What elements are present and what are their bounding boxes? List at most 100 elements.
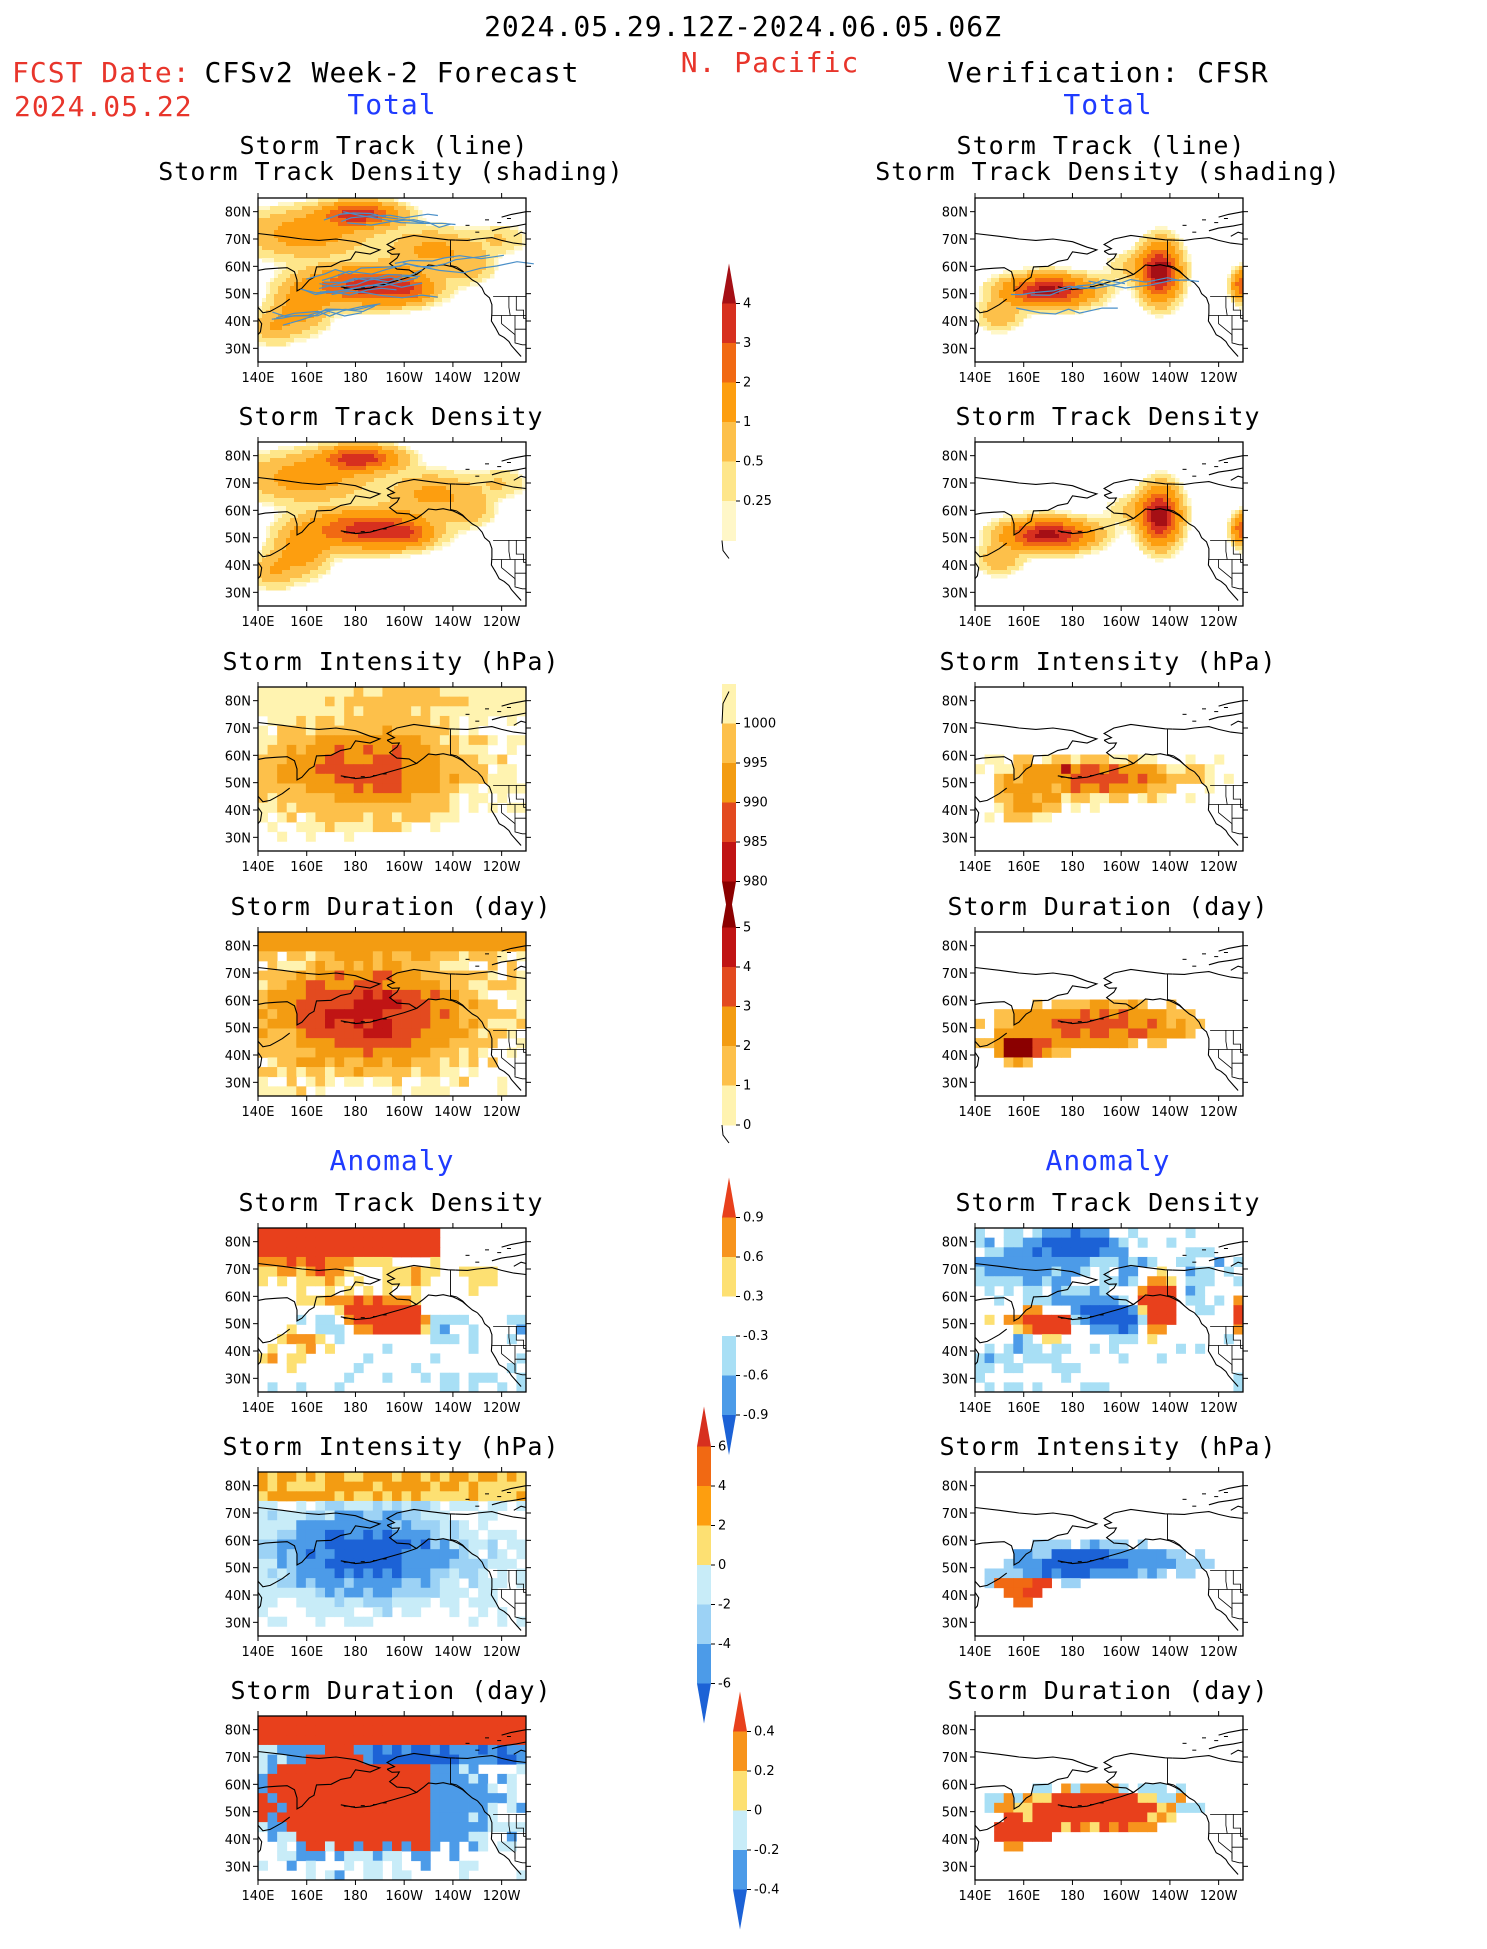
colorbar-label: 4: [743, 960, 751, 975]
lon-tick-label: 160W: [1102, 371, 1140, 386]
lat-tick-label: 70N: [942, 967, 968, 982]
lat-tick-label: 40N: [225, 559, 251, 574]
lon-tick-label: 140E: [958, 860, 991, 875]
lon-tick-label: 180: [1060, 371, 1085, 386]
shading-layer: [985, 1784, 1206, 1852]
lat-tick-label: 40N: [225, 804, 251, 819]
lat-tick-label: 70N: [225, 967, 251, 982]
lon-tick-label: 180: [1060, 1105, 1085, 1120]
lon-tick-label: 120W: [483, 1645, 521, 1660]
lon-tick-label: 120W: [483, 1889, 521, 1904]
lat-tick-label: 40N: [942, 315, 968, 330]
colorbar-label: 2: [718, 1519, 726, 1534]
colorbar-label: 6: [718, 1440, 726, 1455]
lat-tick-label: 80N: [942, 940, 968, 955]
lat-tick-label: 50N: [225, 1022, 251, 1037]
lon-tick-label: 140E: [241, 1889, 274, 1904]
lon-tick-label: 140W: [1151, 1889, 1189, 1904]
lon-tick-label: 160W: [385, 615, 423, 630]
colorbar-swatch: [733, 1850, 747, 1890]
title-anom-duration-right: Storm Duration (day): [947, 1676, 1268, 1705]
colorbar-label: 0.9: [743, 1211, 764, 1226]
colorbar-label: 4: [718, 1479, 726, 1494]
lat-tick-label: 70N: [225, 477, 251, 492]
lon-tick-label: 180: [343, 371, 368, 386]
lon-tick-label: 140E: [958, 615, 991, 630]
lat-tick-label: 80N: [225, 450, 251, 465]
lon-tick-label: 160E: [290, 1889, 323, 1904]
title-track-shading-left: Storm Track Density (shading): [158, 157, 624, 186]
colorbar-label: -0.3: [743, 1329, 768, 1344]
lon-tick-label: 120W: [483, 1401, 521, 1416]
lat-tick-label: 30N: [942, 1076, 968, 1091]
lon-tick-label: 140E: [241, 1105, 274, 1120]
lat-tick-label: 80N: [942, 1724, 968, 1739]
title-anom-intensity-right: Storm Intensity (hPa): [939, 1432, 1276, 1461]
lon-tick-label: 180: [343, 1105, 368, 1120]
lon-tick-label: 120W: [1200, 615, 1238, 630]
lon-tick-label: 140W: [1151, 371, 1189, 386]
colorbar-label: -6: [718, 1677, 731, 1692]
lat-tick-label: 70N: [225, 1507, 251, 1522]
lon-tick-label: 160E: [1007, 1401, 1040, 1416]
lat-tick-label: 60N: [225, 504, 251, 519]
lon-tick-label: 140W: [434, 1889, 472, 1904]
lon-tick-label: 160W: [385, 1889, 423, 1904]
lon-tick-label: 120W: [483, 615, 521, 630]
shading-layer: [258, 1716, 526, 1880]
lon-tick-label: 160E: [290, 615, 323, 630]
lat-tick-label: 80N: [942, 695, 968, 710]
lat-tick-label: 30N: [225, 1372, 251, 1387]
lon-tick-label: 120W: [483, 860, 521, 875]
lon-tick-label: 140W: [1151, 615, 1189, 630]
lat-tick-label: 60N: [225, 1290, 251, 1305]
lat-tick-label: 40N: [942, 1345, 968, 1360]
lat-tick-label: 70N: [942, 1751, 968, 1766]
lat-tick-label: 50N: [225, 1806, 251, 1821]
anomaly-label-left: Anomaly: [329, 1144, 454, 1177]
lat-tick-label: 80N: [942, 1480, 968, 1495]
lat-tick-label: 60N: [225, 260, 251, 275]
lon-tick-label: 160W: [385, 1105, 423, 1120]
colorbar-swatch: [722, 304, 736, 344]
colorbar-swatch: [697, 1605, 711, 1645]
shading-layer: [975, 1000, 1205, 1068]
colorbar-label: 2: [743, 1039, 751, 1054]
lat-tick-label: 30N: [225, 1860, 251, 1875]
lon-tick-label: 160W: [1102, 1401, 1140, 1416]
colorbar-swatch: [722, 967, 736, 1007]
lat-tick-label: 70N: [942, 1507, 968, 1522]
colorbar-label: 0.4: [754, 1725, 775, 1740]
lat-tick-label: 30N: [942, 342, 968, 357]
lat-tick-label: 30N: [225, 1616, 251, 1631]
colorbar-swatch: [722, 1086, 736, 1126]
colorbar-label: 0.3: [743, 1290, 764, 1305]
shading-layer: [975, 755, 1234, 823]
colorbar-swatch: [722, 1257, 736, 1297]
lon-tick-label: 160W: [1102, 1645, 1140, 1660]
lat-tick-label: 50N: [942, 1806, 968, 1821]
colorbar-swatch: [733, 1811, 747, 1851]
colorbar-swatch: [722, 684, 736, 724]
title-anom-intensity-left: Storm Intensity (hPa): [222, 1432, 559, 1461]
lon-tick-label: 140W: [1151, 1105, 1189, 1120]
lon-tick-label: 180: [343, 860, 368, 875]
lat-tick-label: 30N: [942, 1860, 968, 1875]
lat-tick-label: 70N: [942, 477, 968, 492]
lat-tick-label: 70N: [942, 722, 968, 737]
colorbar-swatch: [697, 1526, 711, 1566]
colorbar-label: 0.6: [743, 1250, 764, 1265]
lon-tick-label: 140W: [434, 371, 472, 386]
lon-tick-label: 120W: [483, 371, 521, 386]
colorbar-label: 0: [743, 1118, 751, 1133]
colorbar-label: 0.5: [743, 455, 764, 470]
